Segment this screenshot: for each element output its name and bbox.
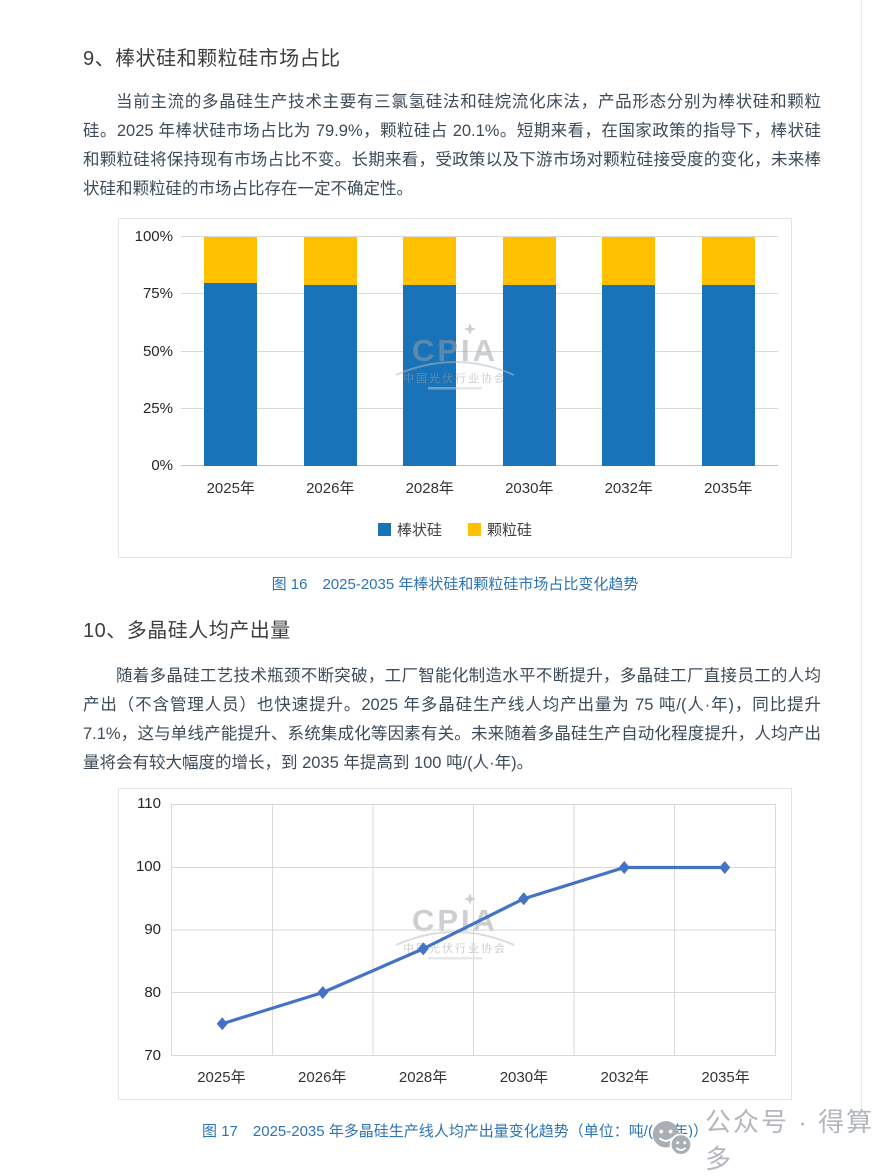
bar-segment-颗粒硅 bbox=[602, 237, 656, 286]
figure-17-caption: 图 17 2025-2035 年多晶硅生产线人均产出量变化趋势（单位：吨/(人·… bbox=[202, 1123, 708, 1140]
x-axis-tick-label: 2032年 bbox=[604, 480, 653, 497]
bar-segment-棒状硅 bbox=[701, 285, 755, 466]
wechat-account-watermark: 公众号 · 得算多 bbox=[650, 1102, 890, 1176]
stacked-bar bbox=[701, 237, 755, 466]
gridline bbox=[181, 293, 778, 295]
bar-segment-颗粒硅 bbox=[701, 237, 755, 286]
x-axis-tick-label: 2030年 bbox=[499, 1069, 549, 1086]
y-axis-tick-label: 25% bbox=[142, 399, 173, 417]
legend-swatch bbox=[468, 523, 481, 536]
stacked-bar bbox=[403, 237, 457, 466]
bar-segment-棒状硅 bbox=[303, 285, 357, 466]
x-axis-tick-label: 2025年 bbox=[197, 1069, 246, 1086]
stacked-bar bbox=[602, 237, 656, 466]
bar-column bbox=[480, 237, 580, 466]
x-axis-tick-label: 2035年 bbox=[704, 480, 753, 497]
data-line bbox=[220, 865, 727, 1026]
line-chart-x-axis: 2025年 2026年 2028年 2030年 2032年 2035年 bbox=[171, 1066, 776, 1087]
x-axis-tick-label: 2028年 bbox=[398, 1069, 448, 1086]
bar-column bbox=[679, 237, 779, 466]
section-10-paragraph: 随着多晶硅工艺技术瓶颈不断突破，工厂智能化制造水平不断提升，多晶硅工厂直接员工的… bbox=[83, 667, 821, 772]
data-point-marker bbox=[719, 861, 731, 874]
x-axis-tick-label: 2030年 bbox=[505, 480, 554, 497]
bar-column bbox=[380, 237, 480, 466]
y-axis-tick-label: 80 bbox=[144, 984, 161, 1001]
x-axis-tick-label: 2032年 bbox=[600, 1069, 649, 1086]
y-axis-tick-label: 110 bbox=[137, 795, 161, 812]
figure-16-caption: 图 16 2025-2035 年棒状硅和颗粒硅市场占比变化趋势 bbox=[271, 576, 639, 593]
x-axis-tick-label: 2028年 bbox=[405, 480, 454, 497]
x-axis-tick-label: 2026年 bbox=[298, 1069, 347, 1086]
bar-columns bbox=[181, 237, 778, 466]
page-edge-line bbox=[861, 0, 862, 1108]
bar-column bbox=[281, 237, 381, 466]
stacked-bar bbox=[502, 237, 556, 466]
section-10-heading: 10、多晶硅人均产出量 bbox=[83, 620, 291, 642]
x-axis-line bbox=[181, 465, 778, 466]
bar-chart-legend: 棒状硅 颗粒硅 bbox=[119, 519, 791, 540]
wechat-account-label: 公众号 · 得算多 bbox=[705, 1107, 875, 1174]
line-chart-plot-area bbox=[171, 804, 776, 1056]
legend-label: 颗粒硅 bbox=[487, 522, 533, 539]
stacked-bar-chart: 0% 25% 50% 75% 100% 2025年 2026年 2028年 2030年 2032… bbox=[118, 218, 792, 558]
x-axis-tick-label: 2025年 bbox=[206, 480, 255, 497]
data-point-marker bbox=[417, 942, 429, 956]
line-chart-y-axis: 70 80 90 100 110 bbox=[119, 795, 161, 1064]
bar-segment-棒状硅 bbox=[602, 285, 656, 466]
legend-item: 棒状硅 bbox=[377, 519, 442, 540]
y-axis-tick-label: 0% bbox=[151, 457, 173, 474]
line-chart-svg bbox=[172, 805, 775, 1055]
bar-segment-颗粒硅 bbox=[204, 237, 258, 284]
x-axis-tick-label: 2035年 bbox=[701, 1069, 750, 1086]
section-9-paragraph: 当前主流的多晶硅生产技术主要有三氯氢硅法和硅烷流化床法，产品形态分别为棒状硅和颗… bbox=[83, 93, 821, 198]
legend-swatch bbox=[377, 523, 391, 536]
bar-chart-plot-area bbox=[181, 236, 778, 466]
stacked-bar bbox=[204, 237, 258, 466]
y-axis-tick-label: 75% bbox=[142, 285, 173, 303]
legend-label: 棒状硅 bbox=[396, 522, 442, 539]
gridline bbox=[181, 236, 778, 237]
data-point-marker bbox=[216, 1017, 228, 1031]
y-axis-tick-label: 90 bbox=[144, 921, 161, 938]
bar-segment-颗粒硅 bbox=[502, 237, 556, 286]
gridline bbox=[181, 350, 778, 352]
y-axis-tick-label: 70 bbox=[144, 1047, 161, 1064]
data-point-marker bbox=[518, 892, 530, 906]
wechat-icon bbox=[652, 1121, 693, 1156]
gridline bbox=[181, 407, 778, 409]
bar-chart-x-axis: 2025年 2026年 2028年 2030年 2032年 2035年 bbox=[181, 477, 778, 498]
bar-segment-颗粒硅 bbox=[403, 237, 457, 286]
bar-chart-y-axis: 0% 25% 50% 75% 100% bbox=[119, 228, 173, 474]
bar-segment-棒状硅 bbox=[502, 285, 556, 466]
bar-column bbox=[579, 237, 679, 466]
bar-segment-颗粒硅 bbox=[303, 237, 357, 286]
bar-segment-棒状硅 bbox=[403, 285, 457, 466]
section-9-heading: 9、棒状硅和颗粒硅市场占比 bbox=[83, 48, 341, 70]
y-axis-tick-label: 50% bbox=[142, 342, 173, 360]
data-point-marker bbox=[618, 861, 630, 874]
y-axis-tick-label: 100% bbox=[134, 228, 173, 245]
legend-item: 颗粒硅 bbox=[468, 519, 532, 540]
x-axis-tick-label: 2026年 bbox=[306, 480, 355, 497]
stacked-bar bbox=[303, 237, 357, 466]
data-point-marker bbox=[317, 986, 329, 999]
bar-column bbox=[181, 237, 281, 466]
bar-segment-棒状硅 bbox=[204, 283, 258, 466]
y-axis-tick-label: 100 bbox=[135, 858, 161, 875]
line-chart: 70 80 90 100 110 2025年 2026年 2028年 2030年 2032年 20… bbox=[118, 788, 792, 1100]
